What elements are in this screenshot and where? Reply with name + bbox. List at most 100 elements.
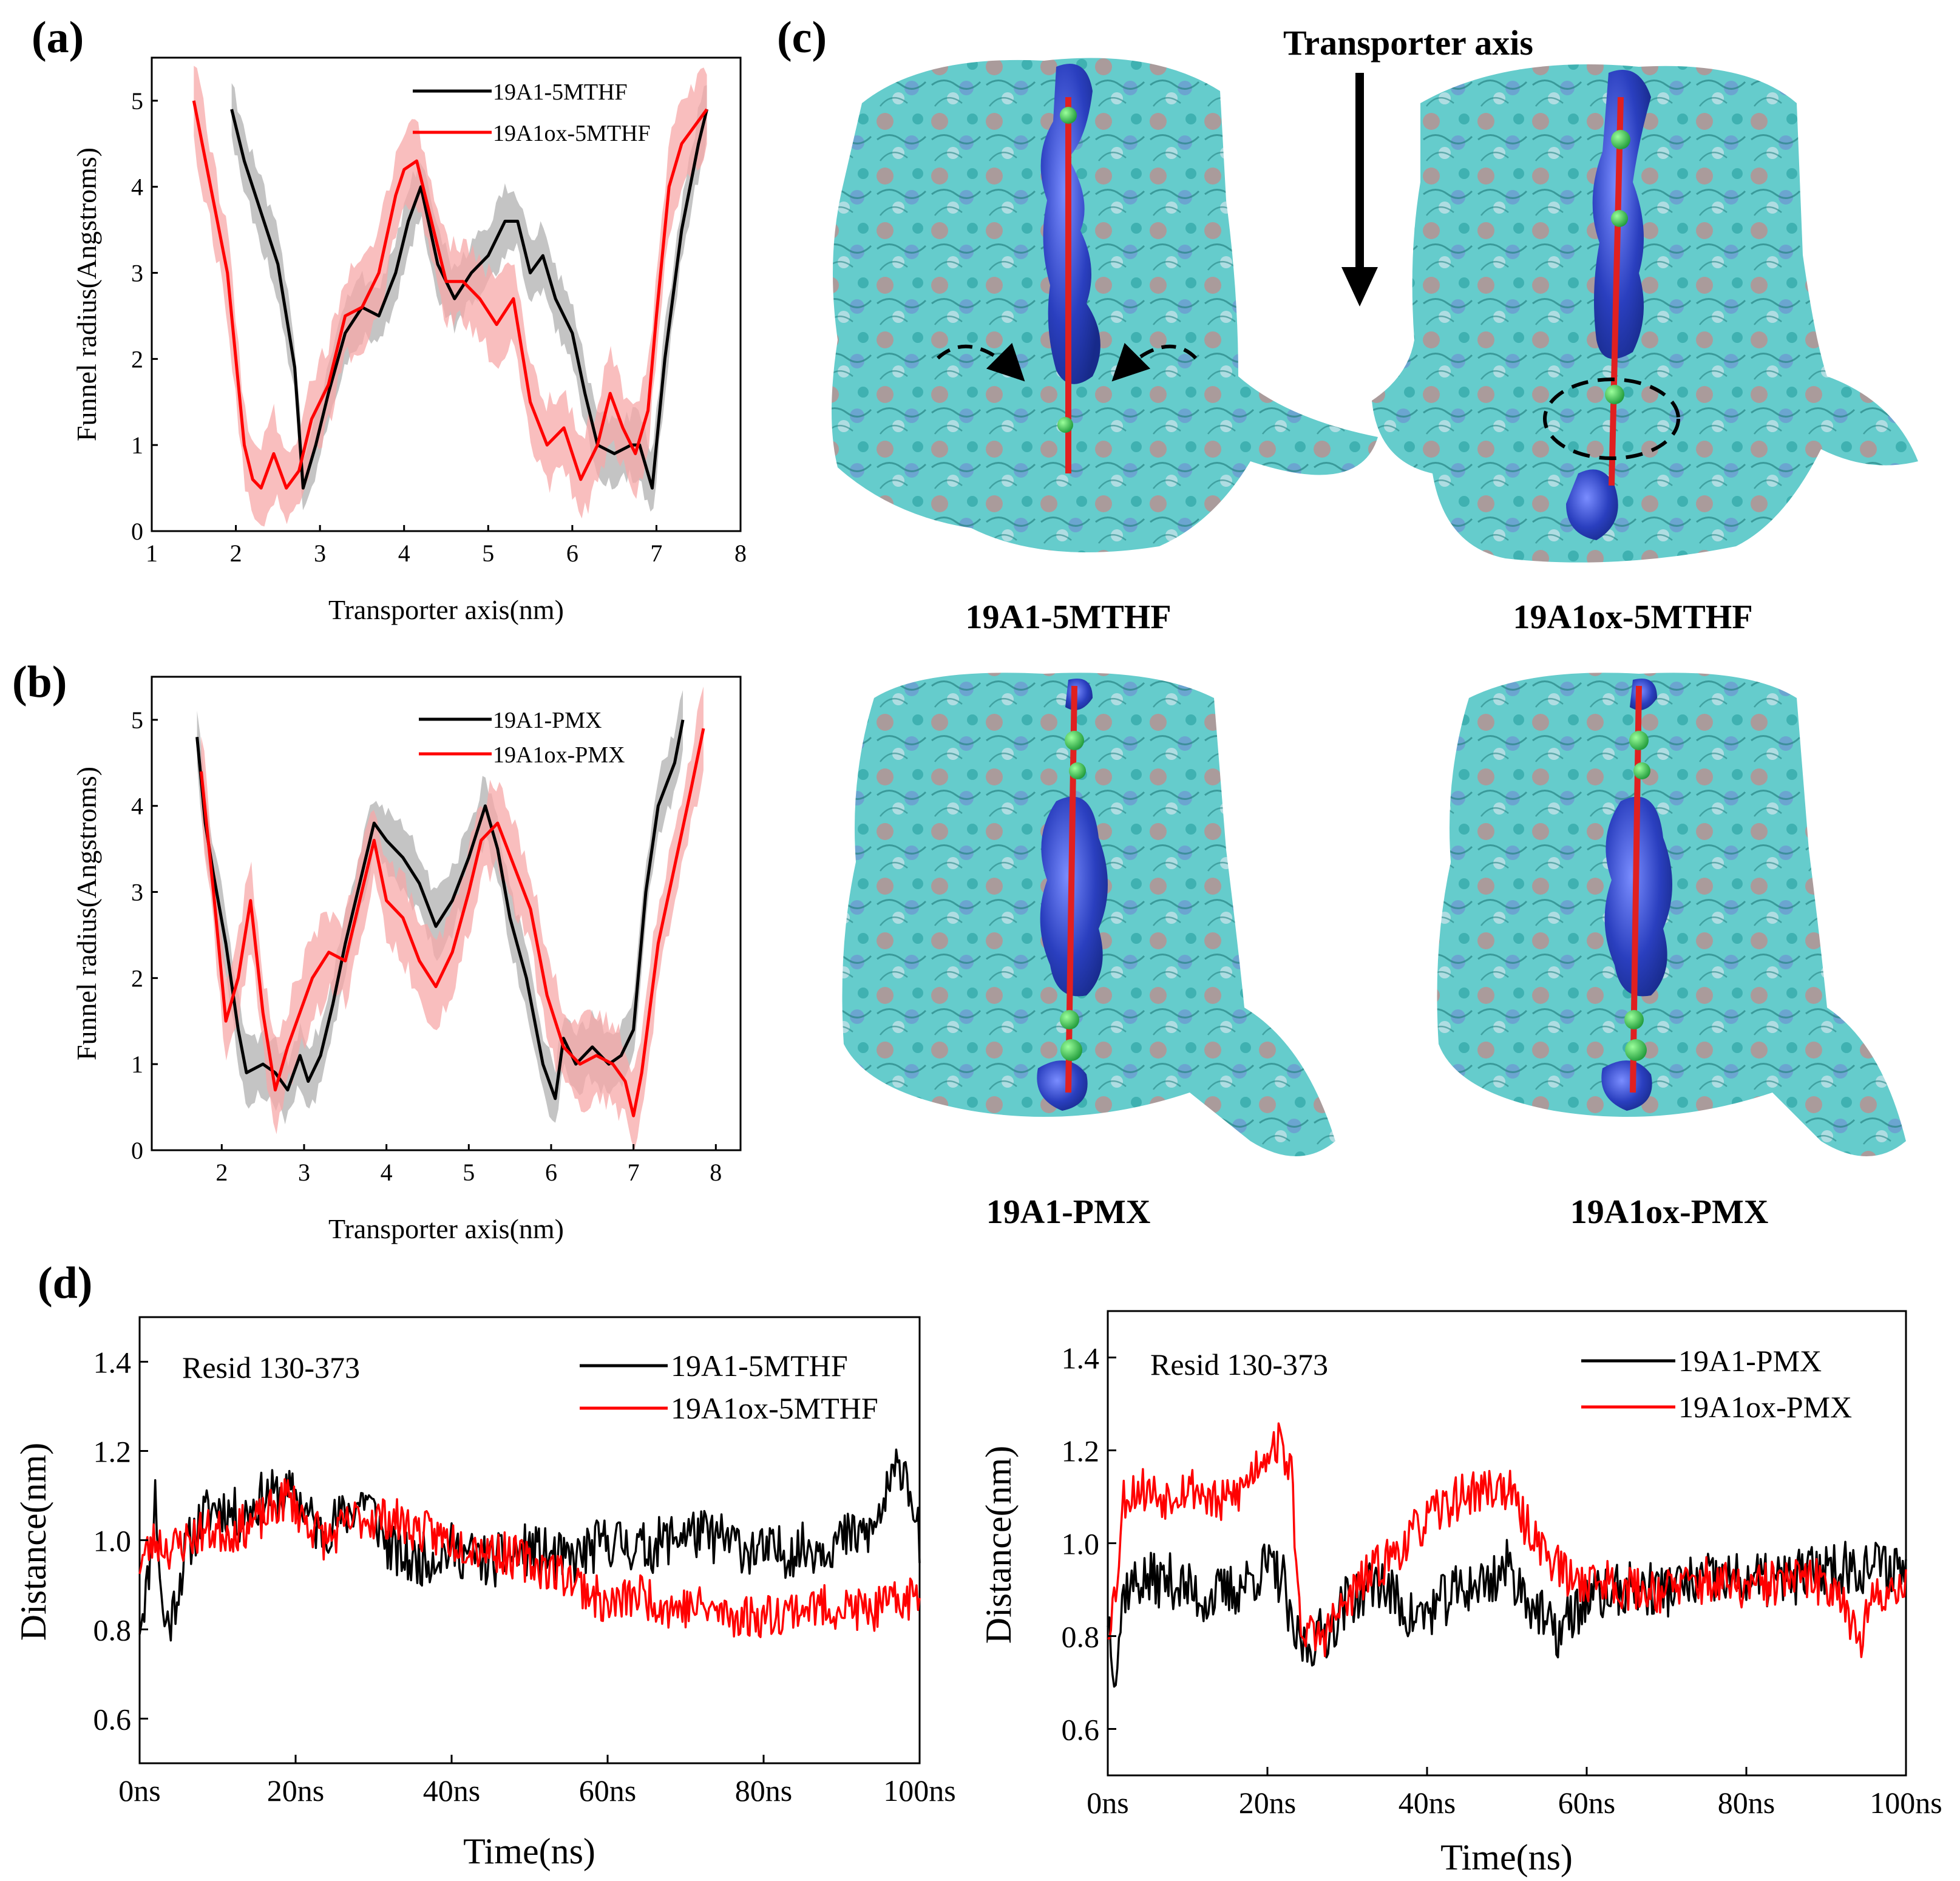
tunnel-axis-path	[1609, 97, 1624, 486]
x-ticks: 0ns 20ns 40ns 60ns 80ns 100ns	[1087, 1767, 1942, 1820]
x-tick-label: 8	[734, 540, 747, 567]
chart-d-right: 0ns 20ns 40ns 60ns 80ns 100ns 0.6 0.8 1.0 1.2 1.4…	[978, 1310, 1942, 1877]
y-ticks: 0.6 0.8 1.0 1.2 1.4	[93, 1346, 148, 1737]
tunnel-sphere	[1060, 1039, 1082, 1061]
x-tick-label: 5	[463, 1159, 475, 1186]
x-ticks: 0ns 20ns 40ns 60ns 80ns 100ns	[118, 1755, 956, 1808]
series-line-19A1ox-PMX	[1107, 1422, 1907, 1658]
legend: 19A1-PMX 19A1ox-PMX	[1581, 1344, 1852, 1424]
tunnel-sphere	[1060, 107, 1077, 124]
chart-d-left: 0ns 20ns 40ns 60ns 80ns 100ns 0.6 0.8 1.0 1.2 1.4…	[13, 1316, 956, 1871]
x-axis-label: Time(ns)	[1440, 1837, 1573, 1877]
x-tick-label: 0ns	[118, 1774, 160, 1808]
constriction-arrow-icon	[936, 342, 1025, 382]
x-axis-label: Transporter axis(nm)	[328, 1213, 564, 1244]
tunnel-sphere	[1625, 1039, 1647, 1061]
x-tick-label: 40ns	[1399, 1786, 1456, 1820]
y-tick-label: 4	[131, 793, 143, 820]
protein-surface	[832, 58, 1378, 553]
y-tick-label: 3	[131, 260, 143, 287]
x-tick-label: 20ns	[1239, 1786, 1296, 1820]
protein-surface	[1372, 64, 1918, 563]
plot-frame	[151, 676, 742, 1151]
legend-label-19A1-5MTHF: 19A1-5MTHF	[671, 1349, 848, 1383]
y-tick-label: 1	[131, 1051, 143, 1078]
tunnel-sphere	[1057, 417, 1073, 433]
legend: 19A1-PMX 19A1ox-PMX	[419, 708, 625, 768]
y-tick-label: 2	[131, 964, 143, 992]
structure-19A1ox-PMX: 19A1ox-PMX	[1437, 673, 1906, 1231]
x-tick-label: 20ns	[267, 1774, 324, 1808]
x-tick-label: 100ns	[1870, 1786, 1942, 1820]
x-tick-label: 4	[398, 540, 410, 567]
tunnel-sphere	[1065, 731, 1084, 750]
x-tick-label: 8	[710, 1159, 722, 1186]
x-axis-label: Time(ns)	[463, 1831, 595, 1871]
y-axis-label: Funnel radius(Angstroms)	[71, 147, 102, 441]
legend-label-19A1-5MTHF: 19A1-5MTHF	[493, 80, 628, 105]
x-tick-label: 6	[545, 1159, 557, 1186]
x-tick-label: 2	[230, 540, 242, 567]
series-lines	[192, 100, 708, 490]
x-tick-label: 7	[628, 1159, 640, 1186]
band-19A1ox-5MTHF	[194, 66, 707, 527]
series-lines	[138, 1448, 921, 1642]
confidence-bands	[197, 686, 704, 1150]
y-tick-label: 1.0	[93, 1524, 132, 1558]
x-tick-label: 60ns	[579, 1774, 636, 1808]
legend: 19A1-5MTHF 19A1ox-5MTHF	[413, 80, 651, 146]
y-tick-label: 0	[131, 1137, 143, 1164]
panel-label-b: (b)	[12, 657, 67, 707]
x-ticks: 1 2 3 4 5 6 7 8	[146, 525, 747, 567]
series-line-19A1-5MTHF	[230, 109, 708, 490]
x-tick-label: 3	[314, 540, 326, 567]
x-tick-label: 2	[215, 1159, 228, 1186]
x-tick-label: 80ns	[1718, 1786, 1775, 1820]
tunnel-channel	[1037, 1060, 1088, 1111]
y-tick-label: 1.0	[1062, 1527, 1100, 1561]
y-tick-label: 5	[131, 707, 143, 734]
tunnel-sphere	[1629, 731, 1649, 750]
series-lines	[1107, 1422, 1907, 1688]
x-tick-label: 3	[298, 1159, 310, 1186]
x-tick-label: 80ns	[735, 1774, 792, 1808]
y-tick-label: 0.8	[1062, 1620, 1100, 1654]
x-tick-label: 100ns	[883, 1774, 955, 1808]
series-line-19A1-PMX	[1107, 1539, 1907, 1688]
x-axis-label: Transporter axis(nm)	[328, 594, 564, 625]
constriction-arrow-icon	[1111, 342, 1198, 382]
structure-label: 19A1-5MTHF	[965, 598, 1171, 636]
tunnel-sphere	[1611, 130, 1630, 149]
panel-label-d: (d)	[38, 1258, 92, 1308]
y-ticks: 0.6 0.8 1.0 1.2 1.4	[1062, 1341, 1116, 1747]
y-ticks: 0 1 2 3 4 5	[131, 87, 158, 545]
chart-b: 2 3 4 5 6 7 8 0 1 2 3 4 5 Transporter axis(nm) Funn…	[71, 676, 742, 1244]
structure-label: 19A1-PMX	[986, 1193, 1151, 1231]
y-tick-label: 4	[131, 174, 143, 201]
structure-19A1-PMX: 19A1-PMX	[842, 673, 1335, 1231]
legend-label-19A1ox-5MTHF: 19A1ox-5MTHF	[671, 1391, 878, 1425]
y-tick-label: 0.6	[1062, 1713, 1100, 1747]
transporter-axis-title: Transporter axis	[1283, 23, 1533, 63]
protein-surface	[1437, 673, 1906, 1156]
band-19A1ox-PMX	[201, 686, 704, 1150]
x-tick-label: 4	[381, 1159, 393, 1186]
y-ticks: 0 1 2 3 4 5	[131, 707, 158, 1164]
tunnel-sphere	[1611, 210, 1628, 227]
legend: 19A1-5MTHF 19A1ox-5MTHF	[580, 1349, 878, 1425]
x-tick-label: 1	[146, 540, 158, 567]
panel-label-c: (c)	[777, 13, 827, 63]
plot-frame	[151, 56, 742, 532]
tunnel-sphere	[1624, 1010, 1644, 1029]
y-tick-label: 2	[131, 345, 143, 373]
series-line-19A1ox-PMX	[199, 728, 705, 1117]
series-line-19A1ox-5MTHF	[192, 100, 708, 490]
x-tick-label: 40ns	[423, 1774, 480, 1808]
legend-label-19A1ox-PMX: 19A1ox-PMX	[1678, 1390, 1852, 1424]
y-tick-label: 1.2	[1062, 1434, 1100, 1468]
legend-label-19A1-PMX: 19A1-PMX	[493, 708, 602, 733]
residue-annotation: Resid 130-373	[1150, 1347, 1328, 1381]
y-tick-label: 1.4	[1062, 1341, 1100, 1375]
